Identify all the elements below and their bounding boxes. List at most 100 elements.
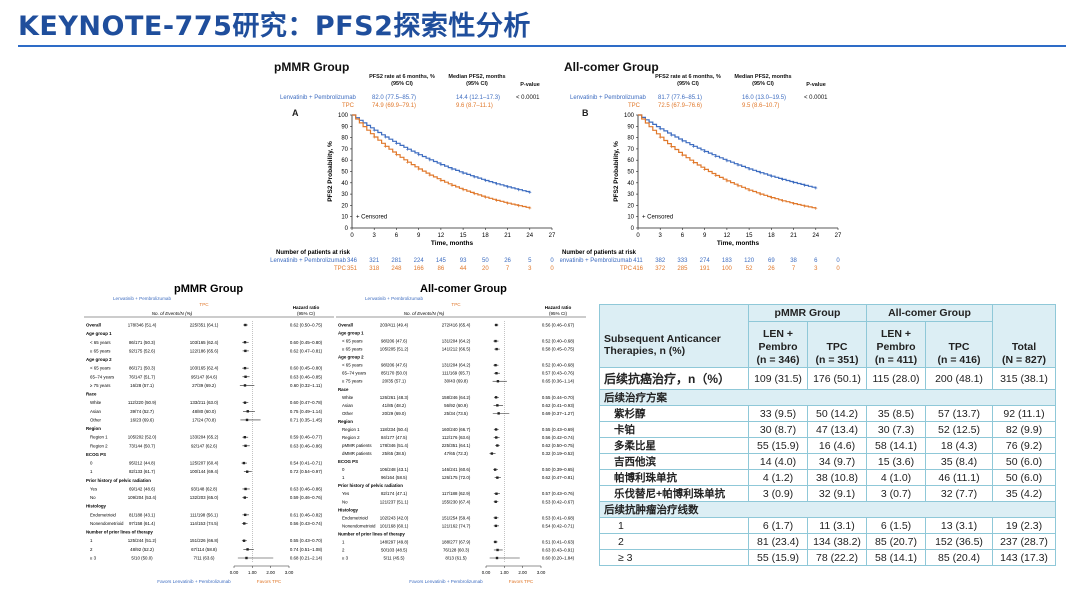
x-tick-label: 18 xyxy=(482,233,489,239)
forest-row-label: < 65 years xyxy=(90,340,111,345)
forest-row-label: Yes xyxy=(342,491,350,496)
risk-value: 6 xyxy=(814,258,818,264)
cell-value: 35 (4.2) xyxy=(992,485,1056,502)
risk-value: 166 xyxy=(414,266,425,272)
forest-lp-events: 148/297 (49.8) xyxy=(380,539,409,544)
forest-row-label: pMMR patients xyxy=(342,443,372,448)
cell-value: 11 (3.1) xyxy=(807,517,867,534)
forest-lp-events: 118/234 (50.4) xyxy=(380,427,409,432)
forest-point xyxy=(243,366,247,370)
censor-mark xyxy=(506,201,510,205)
y-tick-label: 50 xyxy=(341,170,348,176)
censor-mark xyxy=(692,161,696,165)
forest-row-label: Nonendometrioid xyxy=(342,523,376,528)
forest-hr-value: 0.32 (0.19–0.52) xyxy=(542,451,575,456)
risk-value: 3 xyxy=(528,266,532,272)
title-divider xyxy=(18,45,1066,47)
y-tick-label: 60 xyxy=(627,158,634,164)
forest-row-label: No xyxy=(90,495,96,500)
y-axis-label: PFS2 Probability, % xyxy=(327,141,334,202)
panel-label-b: B xyxy=(582,108,589,118)
risk-value: 5 xyxy=(528,258,532,264)
risk-title: Number of patients at risk xyxy=(562,250,637,256)
forest-row-label: < 65 years xyxy=(90,366,111,371)
forest-hr-value: 0.62 (0.47–0.81) xyxy=(290,348,323,353)
forest-point xyxy=(243,513,247,517)
forest-row-label: Asian xyxy=(342,403,354,408)
forest-row-label: Region xyxy=(338,419,353,424)
y-tick-label: 60 xyxy=(341,158,348,164)
forest-tpc-events: 225/351 (64.1) xyxy=(442,443,471,448)
col-total: Total (N = 827) xyxy=(992,304,1056,368)
col-header-line: Pembro xyxy=(876,341,916,353)
row-header: Subsequent Anticancer Therapies, n (%) xyxy=(599,304,749,368)
censor-mark xyxy=(406,160,410,164)
favors-right-label: Favors TPC xyxy=(257,579,282,584)
censor-mark xyxy=(814,206,818,210)
y-tick-label: 50 xyxy=(627,170,634,176)
risk-value: 321 xyxy=(369,258,380,264)
risk-value: 7 xyxy=(506,266,510,272)
km-col-p: P-value xyxy=(806,82,826,88)
forest-point xyxy=(497,412,500,415)
forest-tpc-events: 30/43 (69.8) xyxy=(444,379,468,384)
forest-hr-value: 0.65 (0.36–1.14) xyxy=(542,379,575,384)
km-legend-lp: Lenvatinib + Pembrolizumab 82.0 (77.5–85… xyxy=(280,95,540,101)
col-header-line: LEN + xyxy=(880,328,912,340)
slide-title: KEYNOTE-775研究：PFS2探索性分析 xyxy=(18,11,531,42)
risk-value: 333 xyxy=(677,258,688,264)
forest-row-label: ≥ 3 xyxy=(90,556,97,561)
cell-value: 76 (9.2) xyxy=(992,437,1056,454)
cell-value: 3 (0.7) xyxy=(866,485,926,502)
forest-point xyxy=(244,487,247,491)
forest-hr-value: 0.74 (0.51–1.08) xyxy=(290,547,323,552)
forest-row-label: 65–74 years xyxy=(342,371,367,376)
cell-value: 152 (36.5) xyxy=(925,533,993,550)
forest-row-label: dMMR patients xyxy=(342,451,372,456)
censor-mark xyxy=(669,145,673,149)
risk-value: 145 xyxy=(436,258,447,264)
risk-value: 100 xyxy=(722,266,733,272)
y-tick-label: 100 xyxy=(338,113,349,119)
forest-tpc-events: 100/144 (69.4) xyxy=(190,469,219,474)
km-col-rate: PFS2 rate at 6 months, % (95% CI) xyxy=(655,74,721,87)
censor-mark xyxy=(506,185,510,189)
forest-point xyxy=(496,380,500,383)
forest-point xyxy=(246,548,249,551)
forest-row-label: Number of prior lines of therapy xyxy=(338,531,405,536)
cell-value: 237 (28.7) xyxy=(992,533,1056,550)
forest-row-label: Histology xyxy=(86,504,107,509)
km-panel-pmmr: pMMR Group PFS2 rate at 6 months, % (95% … xyxy=(262,60,562,272)
forest-lp-events: 126/261 (48.3) xyxy=(380,395,409,400)
forest-lp-events: 82/174 (47.1) xyxy=(381,491,408,496)
forest-hr-value: 0.55 (0.43–0.70) xyxy=(290,538,323,543)
x-tick-label: 21 xyxy=(790,233,797,239)
col-header-line: TPC xyxy=(826,341,848,353)
forest-point xyxy=(243,341,247,344)
cell-value: 16 (4.6) xyxy=(807,437,867,454)
censor-mark xyxy=(450,183,454,187)
forest-row-label: 1 xyxy=(342,539,345,544)
cell-value: 50 (6.0) xyxy=(992,453,1056,470)
forest-tpc-events: 160/240 (66.7) xyxy=(442,427,471,432)
censor-mark xyxy=(472,175,476,179)
row-label: 2 xyxy=(599,533,749,550)
km-col-median: Median PFS2, months (95% CI) xyxy=(448,74,506,87)
cell-value: 32 (9.1) xyxy=(807,485,867,502)
forest-lp-events: 48/92 (52.2) xyxy=(130,547,154,552)
censor-mark xyxy=(428,158,432,162)
forest-tpc-events: 111/198 (56.1) xyxy=(190,512,218,517)
forest-point xyxy=(243,522,246,525)
forest-row-label: Other xyxy=(90,417,102,422)
forest-row-label: Yes xyxy=(90,486,98,491)
censor-mark xyxy=(461,171,465,175)
censor-mark xyxy=(439,178,443,182)
y-tick-label: 40 xyxy=(341,181,348,187)
censor-mark xyxy=(372,128,376,132)
cell-value: 58 (14.1) xyxy=(866,437,926,454)
forest-hr-value: 0.52 (0.40–0.68) xyxy=(542,363,575,368)
risk-value: 285 xyxy=(677,266,688,272)
risk-value: 346 xyxy=(347,258,358,264)
